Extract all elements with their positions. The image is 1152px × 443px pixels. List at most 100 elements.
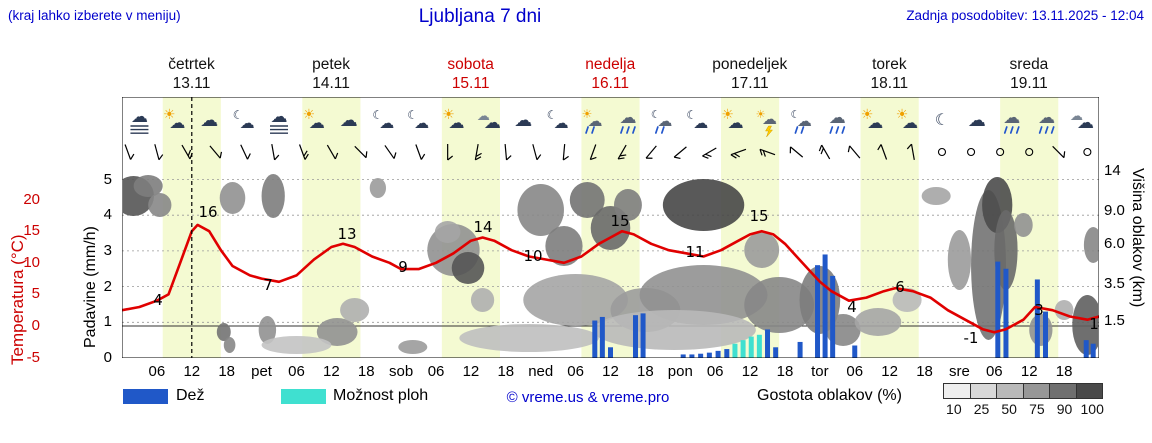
weather-icon-cloud: ☁ — [968, 110, 986, 131]
temp-extreme-label: 3 — [1034, 301, 1044, 319]
wind-barb-icon — [124, 144, 135, 160]
weather-icon-sun-cloud: ☀☁ — [896, 107, 918, 132]
weather-icon-sun-cloud: ☀☁ — [163, 107, 185, 132]
svg-text:☁: ☁ — [200, 110, 218, 131]
cloud-blob — [216, 323, 231, 341]
temp-extreme-label: 10 — [523, 247, 542, 265]
wind-barb-icon — [209, 145, 223, 159]
showers-bar — [756, 334, 762, 358]
weather-icon-moon-cloud: ☾☁ — [547, 108, 569, 132]
day-date: 17.11 — [730, 75, 769, 92]
svg-text:☁: ☁ — [762, 110, 777, 128]
rain-bar — [680, 354, 686, 358]
svg-text:☁: ☁ — [448, 113, 464, 132]
wind-barb-icon — [1052, 145, 1066, 159]
svg-text:☀: ☀ — [896, 107, 909, 123]
wind-barb-icon — [384, 145, 397, 159]
wind-barb-icon — [789, 146, 804, 158]
rain-bar — [633, 315, 639, 358]
temp-tick: -5 — [26, 348, 40, 366]
cloud-blob — [261, 174, 285, 218]
day-name: četrtek — [168, 56, 215, 73]
wind-barb-icon — [447, 144, 454, 161]
temp-extreme-label: 15 — [610, 212, 629, 230]
temp-extreme-label: -1 — [964, 329, 979, 347]
cloud-blob — [892, 288, 922, 312]
svg-text:☁: ☁ — [968, 110, 986, 131]
menu-hint: (kraj lahko izberete v meniju) — [8, 8, 181, 23]
temp-extreme-label: 1 — [1089, 315, 1099, 333]
temp-tick: 5 — [31, 285, 40, 303]
rain-bar — [1003, 268, 1009, 358]
rain-bar — [715, 350, 721, 358]
svg-text:☁: ☁ — [379, 114, 394, 132]
calm-wind-icon — [1025, 147, 1034, 157]
weather-icon-rain-cloud: ☁ — [829, 108, 846, 134]
rain-bar — [822, 254, 828, 358]
rain-bar — [1090, 343, 1096, 358]
cloud-density-scale — [943, 383, 1103, 399]
day-abbrev-tick: ned — [528, 363, 554, 380]
cloud-blob — [639, 265, 768, 325]
svg-text:☀: ☀ — [582, 107, 593, 121]
showers-bar — [732, 343, 738, 358]
svg-text:☁: ☁ — [309, 113, 325, 132]
cloud-blob — [261, 336, 332, 354]
weather-icon-cloud: ☁ — [514, 110, 532, 131]
time-tick: 12 — [1020, 363, 1038, 380]
day-date: 13.11 — [172, 75, 211, 92]
temp-extreme-label: 11 — [685, 243, 704, 261]
temp-extreme-label: 15 — [749, 207, 768, 225]
time-tick: 06 — [148, 363, 166, 380]
svg-text:☾: ☾ — [407, 108, 418, 122]
weather-icon-moon-rain: ☾☁ — [651, 108, 672, 134]
day-name: sobota — [447, 56, 494, 73]
time-tick: 06 — [567, 363, 584, 380]
svg-text:☀: ☀ — [861, 107, 874, 123]
temp-extreme-label: 7 — [263, 276, 273, 294]
weather-icon-moon-cloud: ☾☁ — [233, 108, 255, 132]
svg-text:☁: ☁ — [271, 107, 288, 127]
wind-barb-icon — [504, 143, 512, 161]
copyright-link[interactable]: © vreme.us & vreme.pro — [506, 389, 670, 406]
daytime-band — [162, 97, 221, 358]
temp-tick: 10 — [23, 253, 40, 271]
time-tick: 18 — [218, 363, 236, 380]
svg-text:☁: ☁ — [1070, 109, 1083, 124]
weather-icon-sun-cloud: ☀☁ — [861, 107, 883, 132]
temp-extreme-label: 9 — [398, 258, 408, 276]
weather-icon-thunder: ☀☁ — [756, 108, 777, 138]
day-abbrev-tick: pon — [667, 363, 693, 380]
cloud-blob — [569, 182, 605, 218]
weather-icon-rain-cloud: ☁ — [1038, 108, 1055, 134]
wind-barb-icon — [240, 144, 251, 160]
wind-barb-icon — [298, 144, 309, 160]
day-date: 19.11 — [1010, 75, 1048, 92]
cloud-height-tick: 6.0 — [1104, 235, 1125, 252]
weather-icon-moon-cloud: ☾☁ — [407, 108, 429, 132]
temp-extreme-label: 14 — [473, 218, 492, 236]
temp-extreme-label: 4 — [153, 291, 163, 309]
svg-text:☀: ☀ — [303, 107, 316, 123]
rain-bar — [706, 352, 712, 358]
rain-bar — [797, 341, 803, 358]
time-tick: 06 — [427, 363, 445, 380]
density-segment — [1022, 384, 1049, 398]
precip-tick: 1 — [103, 313, 112, 331]
time-tick: 12 — [462, 363, 480, 380]
weather-icon-moon-rain: ☾☁ — [790, 108, 812, 134]
svg-text:☾: ☾ — [790, 108, 800, 121]
rain-bar — [815, 265, 821, 358]
time-tick: 12 — [881, 363, 898, 380]
last-updated: Zadnja posodobitev: 13.11.2025 - 12:04 — [906, 8, 1144, 23]
svg-text:☁: ☁ — [554, 114, 569, 132]
density-tick: 90 — [1056, 401, 1073, 417]
svg-text:☁: ☁ — [414, 114, 429, 132]
temp-extreme-label: 16 — [198, 203, 217, 221]
svg-text:☁: ☁ — [657, 112, 672, 130]
calm-wind-icon — [996, 147, 1005, 157]
cloud-blob — [947, 230, 972, 290]
cloud-height-tick: 1.5 — [1104, 312, 1125, 329]
